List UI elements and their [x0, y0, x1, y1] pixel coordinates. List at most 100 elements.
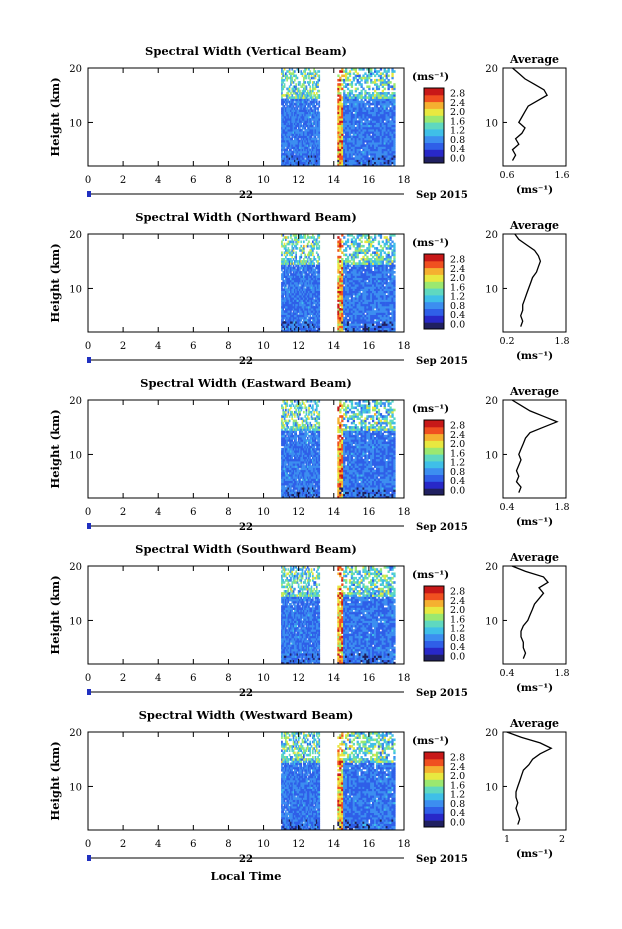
- avg-x-tick-label: 1.6: [554, 170, 569, 181]
- y-axis-label: Height (km): [48, 575, 62, 654]
- colorbar-segment: [424, 820, 444, 828]
- y-tick-label: 20: [69, 728, 82, 739]
- plot-frame: [87, 67, 405, 167]
- colorbar-tick-label: 0.8: [450, 467, 465, 478]
- heatmap-cells: [281, 400, 396, 499]
- y-axis-label: Height (km): [48, 77, 62, 156]
- x-tick-label: 2: [120, 175, 126, 186]
- colorbar-tick-label: 0.0: [450, 486, 465, 497]
- colorbar-segment: [424, 308, 444, 316]
- x-tick-label: 14: [327, 673, 340, 684]
- x-tick-label: 12: [292, 673, 305, 684]
- x-tick-label: 8: [225, 673, 231, 684]
- colorbar-segment: [424, 786, 444, 794]
- avg-y-tick-label: 10: [485, 284, 498, 295]
- colorbar-tick-label: 1.6: [450, 448, 465, 459]
- colorbar-tick-label: 1.6: [450, 116, 465, 127]
- colorbar-segment: [424, 586, 444, 594]
- date-month-year-label: Sep 2015: [416, 522, 468, 533]
- x-tick-label: 10: [257, 673, 270, 684]
- date-month-year-label: Sep 2015: [416, 688, 468, 699]
- average-frame: [502, 731, 567, 831]
- x-tick-label: 16: [363, 507, 376, 518]
- date-marker: [87, 523, 91, 529]
- y-tick-label: 10: [69, 450, 82, 461]
- y-axis-label: Height (km): [48, 409, 62, 488]
- colorbar-segment: [424, 101, 444, 109]
- colorbar-tick-label: 2.8: [450, 421, 465, 432]
- colorbar-tick-label: 0.0: [450, 154, 465, 165]
- average-title: Average: [509, 551, 559, 564]
- average-frame: [502, 399, 567, 499]
- panel-title: Spectral Width (Vertical Beam): [145, 44, 347, 58]
- plot-frame: [87, 731, 405, 831]
- x-tick-label: 0: [85, 175, 91, 186]
- average-line: [511, 67, 548, 161]
- x-tick-label: 16: [363, 673, 376, 684]
- colorbar-segment: [424, 488, 444, 496]
- average-profile: Average 20 10 0.4 1.8(ms⁻¹): [485, 551, 569, 694]
- colorbar-segment: [424, 156, 444, 164]
- colorbar-tick-label: 1.2: [450, 458, 465, 469]
- colorbar-segment: [424, 654, 444, 662]
- x-tick-label: 2: [120, 839, 126, 850]
- date-marker: [87, 689, 91, 695]
- heatmap-cells: [281, 234, 396, 333]
- colorbar-tick-label: 2.8: [450, 255, 465, 266]
- y-tick-label: 20: [69, 64, 82, 75]
- average-line: [511, 399, 559, 493]
- colorbar-segment: [424, 288, 444, 296]
- colorbar-segment: [424, 592, 444, 601]
- x-tick-label: 8: [225, 341, 231, 352]
- x-tick-label: 0: [85, 839, 91, 850]
- colorbar-frame: [423, 87, 445, 164]
- colorbar-tick-label: 2.4: [450, 98, 465, 109]
- y-axis-label: Height (km): [48, 741, 62, 820]
- colorbar-segment: [424, 440, 444, 448]
- colorbar-tick-label: 1.2: [450, 292, 465, 303]
- colorbar-segment: [424, 301, 444, 309]
- date-month-year-label: Sep 2015: [416, 190, 468, 201]
- x-tick-label: 18: [398, 507, 411, 518]
- average-title: Average: [509, 219, 559, 232]
- x-tick-label: 4: [155, 507, 161, 518]
- colorbar-segment: [424, 254, 444, 262]
- colorbar-tick-label: 2.4: [450, 762, 465, 773]
- colorbar-segment: [424, 294, 444, 303]
- colorbar-tick-label: 0.4: [450, 476, 465, 487]
- colorbar-frame: [423, 585, 445, 662]
- x-tick-label: 16: [363, 341, 376, 352]
- x-tick-label: 10: [257, 175, 270, 186]
- colorbar-segment: [424, 599, 444, 607]
- y-tick-label: 20: [69, 230, 82, 241]
- average-title: Average: [509, 385, 559, 398]
- colorbar-segment: [424, 779, 444, 787]
- beam-panel-2: Spectral Width (Northward Beam)2010Heigh…: [48, 210, 570, 367]
- colorbar-segment: [424, 765, 444, 773]
- colorbar-tick-label: 0.4: [450, 808, 465, 819]
- colorbar: 0.00.40.81.21.62.02.42.8(ms⁻¹): [412, 735, 465, 829]
- heatmap-cells: [281, 68, 396, 167]
- x-tick-label: 2: [120, 507, 126, 518]
- average-unit-label: (ms⁻¹): [516, 184, 553, 196]
- x-tick-label: 6: [190, 673, 196, 684]
- y-tick-label: 10: [69, 284, 82, 295]
- colorbar-tick-label: 0.0: [450, 652, 465, 663]
- x-tick-label: 16: [363, 839, 376, 850]
- x-tick-label: 18: [398, 839, 411, 850]
- colorbar-unit-label: (ms⁻¹): [412, 237, 449, 249]
- colorbar-tick-label: 1.6: [450, 614, 465, 625]
- average-unit-label: (ms⁻¹): [516, 682, 553, 694]
- x-tick-label: 14: [327, 175, 340, 186]
- panel-title: Spectral Width (Eastward Beam): [140, 376, 352, 390]
- x-tick-label: 6: [190, 175, 196, 186]
- date-day-label: 22: [239, 356, 253, 367]
- colorbar-tick-label: 2.8: [450, 89, 465, 100]
- colorbar-segment: [424, 799, 444, 807]
- colorbar-segment: [424, 267, 444, 275]
- date-marker: [87, 855, 91, 861]
- colorbar-frame: [423, 253, 445, 330]
- average-title: Average: [509, 717, 559, 730]
- colorbar-segment: [424, 322, 444, 330]
